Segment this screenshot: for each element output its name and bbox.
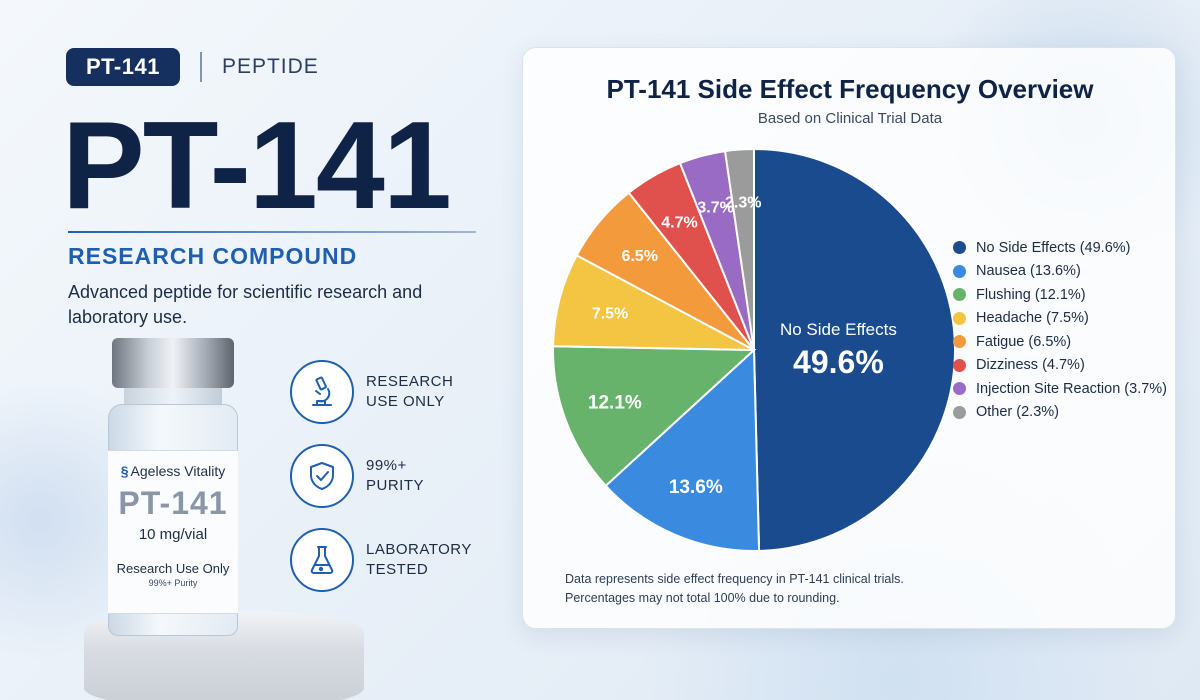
pie-label-flushing: 12.1%: [588, 393, 642, 414]
feature-lab-line2: TESTED: [366, 561, 429, 578]
hero-subtitle: RESEARCH COMPOUND: [68, 243, 358, 269]
feature-research-line2: USE ONLY: [366, 393, 445, 410]
pie-slice-headache: [552, 254, 755, 351]
chart-card: PT-141 Side Effect Frequency Overview Ba…: [522, 47, 1176, 629]
pie-label-other: 2.3%: [725, 195, 761, 212]
legend-label: Injection Site Reaction (3.7%): [976, 380, 1168, 397]
pie-label-nausea: 13.6%: [669, 477, 723, 498]
vial-dose: 10 mg/vial: [138, 526, 208, 543]
legend-swatch: [953, 382, 966, 396]
feature-lab-tested: LABORATORY TESTED: [290, 528, 476, 592]
vial-neck: [124, 388, 222, 408]
legend-item-injection-site-reaction: Injection Site Reaction (3.7%): [953, 377, 1167, 401]
chart-legend: No Side Effects (49.6%) Nausea (13.6%) Flu…: [953, 236, 1167, 424]
legend-swatch: [953, 241, 966, 255]
vial-purity: 99%+ Purity: [148, 578, 198, 588]
legend-swatch: [953, 405, 966, 419]
chart-footnote: Data represents side effect frequency in…: [565, 570, 904, 609]
footnote-line1: Data represents side effect frequency in…: [565, 572, 904, 586]
pie-slice-no-side-effects: [753, 147, 957, 552]
product-badge: PT-141: [66, 48, 180, 86]
chart-subtitle: Based on Clinical Trial Data: [757, 110, 943, 127]
legend-label: Nausea (13.6%): [976, 263, 1081, 280]
legend-swatch: [953, 264, 966, 278]
title-underline: [68, 231, 476, 233]
legend-label: Headache (7.5%): [976, 310, 1089, 327]
feature-purity-line1: 99%+: [366, 456, 407, 474]
dna-icon: §: [120, 463, 129, 479]
legend-item-fatigue: Fatigue (6.5%): [953, 330, 1167, 354]
legend-label: Other (2.3%): [976, 404, 1059, 421]
hero-description: Advanced peptide for scientific research…: [68, 282, 423, 328]
footnote-line2: Percentages may not total 100% due to ro…: [565, 591, 840, 606]
legend-item-nausea: Nausea (13.6%): [953, 260, 1167, 284]
feature-purity: 99%+ PURITY: [290, 444, 476, 508]
chart-title: PT-141 Side Effect Frequency Overview: [606, 74, 1094, 104]
microscope-icon: [290, 360, 354, 424]
legend-item-no-side-effects: No Side Effects (49.6%): [953, 236, 1167, 260]
vial-brand: Ageless Vitality: [130, 463, 226, 479]
vial-image: § Ageless Vitality PT-141 10 mg/vial Rese…: [98, 338, 248, 638]
vial-cap: [112, 338, 234, 388]
legend-swatch: [953, 311, 966, 325]
vial-use-note: Research Use Only: [116, 561, 230, 576]
pie-slice-nausea: [604, 347, 761, 552]
legend-swatch: [953, 335, 966, 349]
legend-item-headache: Headache (7.5%): [953, 307, 1167, 331]
hero-title: PT-141: [62, 97, 452, 235]
flask-icon: [290, 528, 354, 592]
feature-purity-line2: PURITY: [366, 477, 425, 494]
product-category: PEPTIDE: [221, 55, 319, 78]
feature-research-use: RESEARCH USE ONLY: [290, 360, 476, 424]
feature-lab-line1: LABORATORY: [366, 540, 472, 558]
legend-swatch: [953, 288, 966, 302]
legend-label: Flushing (12.1%): [976, 286, 1086, 303]
legend-label: Dizziness (4.7%): [976, 357, 1085, 374]
pie-label-no-side-effects: 49.6%: [793, 344, 884, 380]
pie-chart: No Side Effects 49.6% 13.6% 12.1% 7.5% 6.5%4.…: [552, 147, 957, 552]
legend-label: Fatigue (6.5%): [976, 333, 1072, 350]
product-badge-row: PT-141 PEPTIDE: [66, 48, 319, 86]
legend-item-flushing: Flushing (12.1%): [953, 283, 1167, 307]
feature-research-line1: RESEARCH: [366, 372, 454, 390]
legend-item-other: Other (2.3%): [953, 401, 1167, 425]
vial-product-name: PT-141: [118, 485, 228, 521]
pie-label-fatigue: 6.5%: [621, 248, 657, 265]
shield-check-icon: [290, 444, 354, 508]
pie-slice-flushing: [552, 345, 757, 488]
pie-label-headache: 7.5%: [592, 306, 628, 323]
legend-swatch: [953, 358, 966, 372]
legend-item-dizziness: Dizziness (4.7%): [953, 354, 1167, 378]
pie-label-injection-site-reaction: 3.7%: [697, 199, 733, 216]
pie-center-label: No Side Effects: [780, 320, 897, 339]
pie-label-dizziness: 4.7%: [661, 214, 697, 231]
vial-label: § Ageless Vitality PT-141 10 mg/vial Rese…: [108, 450, 238, 614]
legend-label: No Side Effects (49.6%): [976, 239, 1131, 256]
badge-divider: [199, 52, 202, 82]
pie-slice-other: [723, 147, 755, 351]
